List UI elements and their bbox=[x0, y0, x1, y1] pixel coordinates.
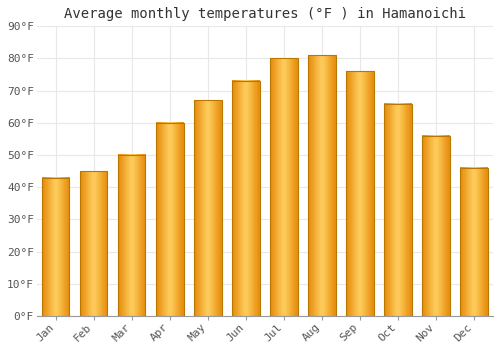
Bar bbox=[80, 171, 108, 316]
Bar bbox=[156, 123, 184, 316]
Bar bbox=[118, 155, 146, 316]
Bar bbox=[308, 55, 336, 316]
Bar bbox=[346, 71, 374, 316]
Bar bbox=[232, 81, 260, 316]
Bar bbox=[384, 104, 411, 316]
Bar bbox=[422, 136, 450, 316]
Bar bbox=[194, 100, 222, 316]
Bar bbox=[270, 58, 297, 316]
Bar bbox=[42, 178, 70, 316]
Bar bbox=[460, 168, 487, 316]
Title: Average monthly temperatures (°F ) in Hamanoichi: Average monthly temperatures (°F ) in Ha… bbox=[64, 7, 466, 21]
